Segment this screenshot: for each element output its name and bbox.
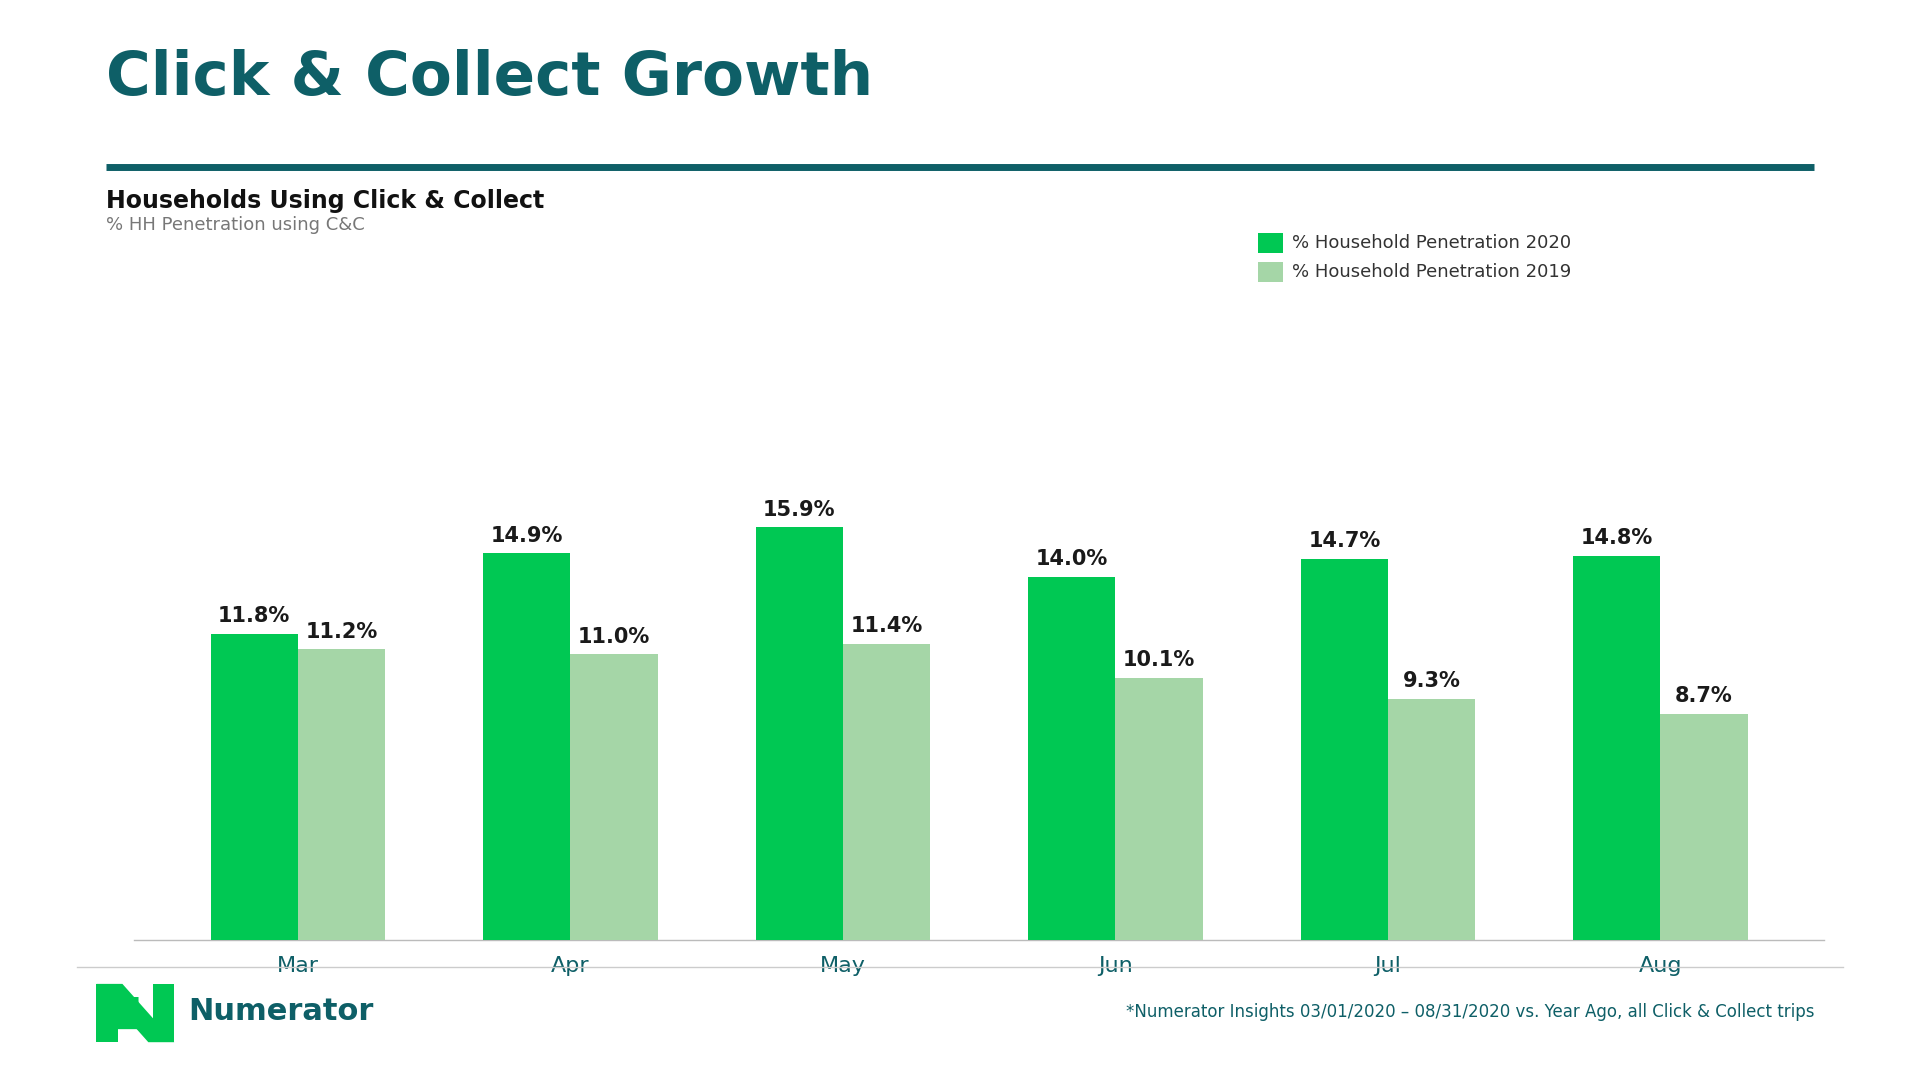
Text: 11.4%: 11.4% bbox=[851, 617, 924, 636]
Text: 14.0%: 14.0% bbox=[1035, 549, 1108, 569]
Text: % Household Penetration 2019: % Household Penetration 2019 bbox=[1292, 264, 1571, 281]
Text: 14.8%: 14.8% bbox=[1580, 528, 1653, 549]
Bar bbox=[1029, 577, 1116, 940]
Text: *Numerator Insights 03/01/2020 – 08/31/2020 vs. Year Ago, all Click & Collect tr: *Numerator Insights 03/01/2020 – 08/31/2… bbox=[1125, 1003, 1814, 1021]
Bar bbox=[756, 527, 843, 940]
Bar bbox=[570, 654, 659, 940]
Text: Households Using Click & Collect: Households Using Click & Collect bbox=[106, 189, 543, 213]
Text: 11.8%: 11.8% bbox=[219, 606, 290, 626]
Bar bbox=[1572, 556, 1661, 940]
Polygon shape bbox=[96, 984, 119, 1042]
Bar bbox=[1116, 678, 1202, 940]
Text: 14.7%: 14.7% bbox=[1308, 530, 1380, 551]
Bar bbox=[843, 644, 929, 940]
Text: 9.3%: 9.3% bbox=[1404, 671, 1461, 691]
Bar bbox=[298, 649, 386, 940]
Text: Numerator: Numerator bbox=[188, 998, 374, 1026]
Text: 15.9%: 15.9% bbox=[762, 500, 835, 519]
Bar bbox=[1388, 699, 1475, 940]
Text: 8.7%: 8.7% bbox=[1676, 686, 1734, 706]
Text: 10.1%: 10.1% bbox=[1123, 650, 1194, 670]
Bar bbox=[211, 634, 298, 940]
Bar bbox=[484, 553, 570, 940]
Text: 11.0%: 11.0% bbox=[578, 626, 651, 647]
Bar bbox=[1300, 558, 1388, 940]
Bar bbox=[1661, 714, 1747, 940]
Text: % Household Penetration 2020: % Household Penetration 2020 bbox=[1292, 234, 1571, 252]
Text: 11.2%: 11.2% bbox=[305, 621, 378, 642]
Text: ■: ■ bbox=[102, 991, 142, 1032]
Text: 14.9%: 14.9% bbox=[492, 526, 563, 545]
Polygon shape bbox=[96, 984, 175, 1042]
Polygon shape bbox=[152, 984, 175, 1042]
Text: Click & Collect Growth: Click & Collect Growth bbox=[106, 49, 874, 108]
Text: % HH Penetration using C&C: % HH Penetration using C&C bbox=[106, 216, 365, 234]
